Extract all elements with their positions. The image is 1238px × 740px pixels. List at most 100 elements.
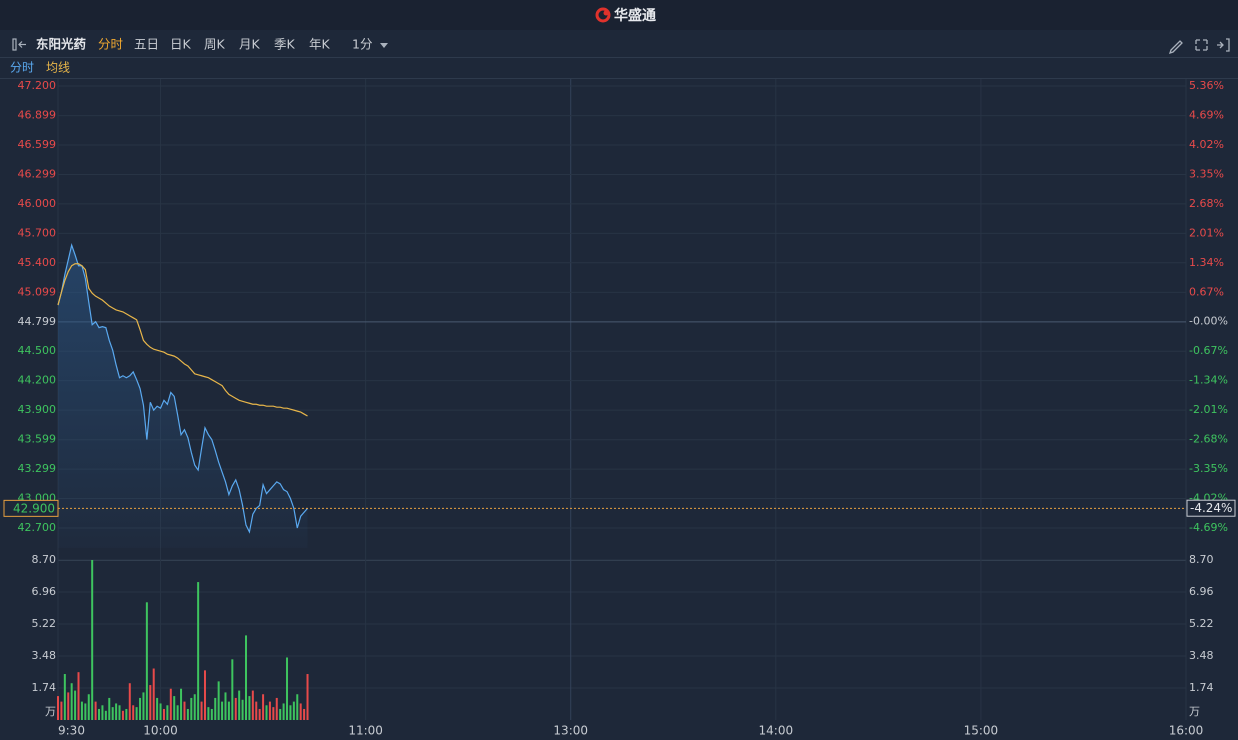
y-tick-label: 44.200 [18, 374, 57, 387]
y2-tick-label: 8.70 [1189, 553, 1214, 566]
y2-tick-label: 3.35% [1189, 167, 1224, 180]
volume-bar [57, 696, 59, 720]
last-price-box [3, 499, 59, 517]
tab[interactable]: 年K [309, 37, 331, 52]
volume-bar [292, 701, 295, 720]
volume-bar [162, 708, 165, 720]
volume-bar [108, 697, 111, 720]
y-tick-label: 3.48 [32, 649, 57, 662]
y2-tick-label: -0.67% [1189, 344, 1228, 357]
volume-bar [282, 703, 285, 720]
y2-tick-label: 0.67% [1189, 285, 1224, 298]
volume-bar [176, 705, 179, 720]
volume-bar [186, 708, 189, 720]
volume-bar [190, 697, 193, 720]
volume-bar [125, 708, 128, 720]
logo-text: 华盛通 [614, 7, 656, 24]
toolbar-items: 东阳光药 分时 五日 日K 周K 月K 季K 年K 1分 [12, 37, 1230, 55]
y-tick-label: 46.899 [18, 109, 57, 122]
tabs: 分时 五日 日K 周K 月K 季K 年K [98, 37, 331, 52]
legend: 分时 均线 [10, 61, 70, 75]
volume-bar [258, 708, 261, 720]
x-tick-label: 15:00 [964, 724, 999, 738]
volume-bar [238, 690, 241, 720]
volume-bar [217, 681, 220, 720]
volume-bar [245, 635, 247, 720]
y-tick-label: 43.299 [18, 462, 57, 475]
volume-bar [128, 683, 131, 720]
y-tick-label: 45.700 [18, 226, 57, 239]
volume-bar [98, 708, 101, 720]
tab[interactable]: 五日 [134, 37, 159, 52]
volume-bar [203, 670, 206, 720]
expand-icon[interactable] [1217, 38, 1230, 52]
y2-tick-label: -2.68% [1189, 433, 1228, 446]
legend-entry: 分时 [10, 61, 34, 75]
y2-tick-label: 2.01% [1189, 226, 1224, 239]
volume-bar [210, 708, 213, 720]
collapse-icon[interactable] [12, 38, 26, 51]
volume-bar [193, 694, 196, 720]
draw-icon[interactable] [1168, 40, 1183, 55]
y2-tick-label: 5.36% [1189, 79, 1224, 92]
volume-bar [251, 690, 254, 720]
volume-bar [231, 659, 234, 720]
x-tick-label: 13:00 [553, 724, 588, 738]
interval[interactable]: 1分 [352, 37, 372, 52]
dropdown-arrow[interactable] [380, 43, 388, 48]
tab[interactable]: 月K [239, 37, 261, 52]
y-tick-label: 8.70 [32, 553, 57, 566]
volume-bar [227, 701, 230, 720]
volume-bar [70, 683, 73, 720]
y-tick-label: 44.799 [18, 315, 57, 328]
volume-bar [118, 705, 121, 720]
price-area [58, 245, 308, 548]
volume-bar [221, 701, 224, 720]
y-tick-label: 1.74 [32, 681, 57, 694]
tab[interactable]: 季K [274, 37, 296, 52]
volume-bar [152, 668, 155, 720]
logo-icon [595, 7, 611, 23]
volume-bar [268, 701, 271, 720]
y-tick-label: 46.599 [18, 138, 57, 151]
volume-bar [149, 685, 152, 720]
volume-bar [180, 688, 183, 720]
y-tick-label: 6.96 [32, 585, 57, 598]
volume-bar [279, 708, 282, 720]
volume-bar [303, 708, 306, 720]
y2-tick-label: 1.34% [1189, 256, 1224, 269]
y2-tick-label: 6.96 [1189, 585, 1214, 598]
volume-bar [299, 703, 302, 720]
volume-bar [183, 701, 186, 720]
fullscreen-icon[interactable] [1195, 39, 1208, 51]
y2-tick-label: 1.74 [1189, 681, 1214, 694]
volume-bar [115, 703, 118, 720]
volume-bar [87, 694, 90, 720]
volume-bar [255, 701, 258, 720]
y-tick-label: 45.099 [18, 285, 57, 298]
x-tick-label: 16:00 [1169, 724, 1204, 738]
tab[interactable]: 周K [204, 37, 226, 52]
tab[interactable]: 日K [170, 37, 192, 52]
volume-bar [111, 707, 114, 720]
x-tick-label: 11:00 [348, 724, 383, 738]
volume-bar [135, 707, 138, 720]
y-tick-label: 47.200 [18, 79, 57, 92]
volume-bar [296, 694, 299, 720]
volume-bar [60, 701, 63, 720]
toolbar [0, 30, 1238, 58]
y-tick-label: 45.400 [18, 256, 57, 269]
tab[interactable]: 分时 [98, 37, 124, 52]
volume-bar [224, 692, 227, 720]
volume-bar [159, 703, 162, 720]
volume-bar [91, 560, 94, 720]
volume-bar [67, 692, 70, 720]
volume-bar [169, 688, 172, 720]
y-tick-label: 43.900 [18, 403, 57, 416]
volume-bar [80, 701, 83, 720]
volume-bar [121, 710, 124, 720]
logo: 华盛通 [595, 7, 656, 24]
y-tick-label: 42.700 [18, 521, 57, 534]
